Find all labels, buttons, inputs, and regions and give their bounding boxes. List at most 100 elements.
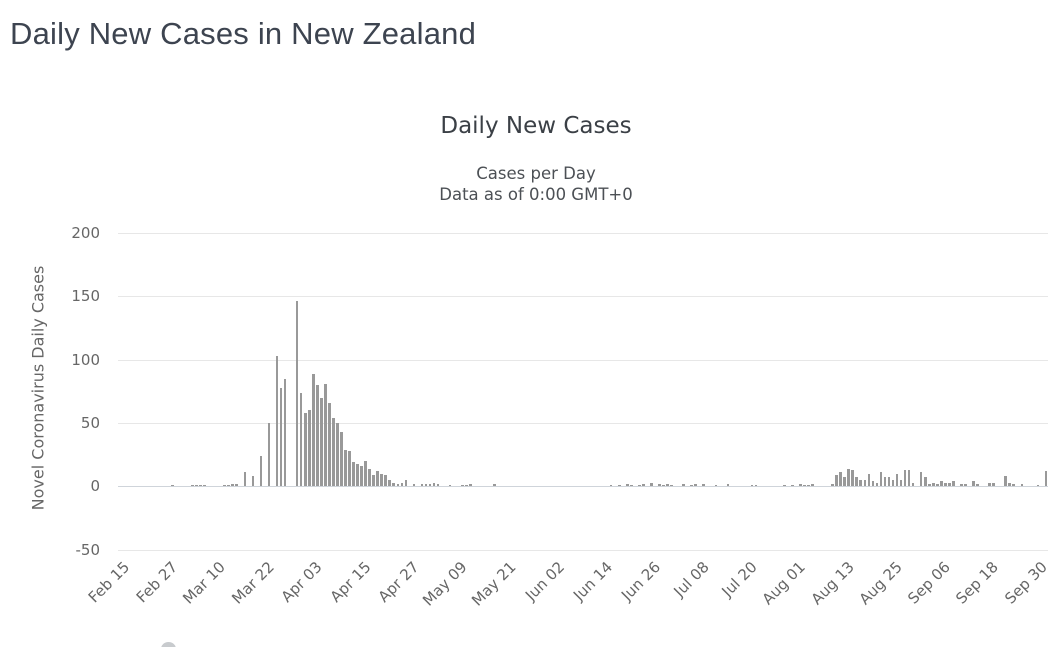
daily-cases-bar[interactable] (799, 483, 802, 487)
daily-cases-bar[interactable] (311, 373, 315, 487)
daily-cases-bar[interactable] (380, 473, 383, 487)
daily-cases-bar[interactable] (360, 466, 363, 487)
daily-cases-bar[interactable] (376, 471, 379, 487)
daily-cases-bar[interactable] (952, 481, 955, 487)
daily-cases-bar[interactable] (396, 483, 400, 487)
daily-cases-bar[interactable] (223, 485, 226, 487)
daily-cases-bar[interactable] (726, 483, 730, 487)
daily-cases-bar[interactable] (199, 485, 202, 487)
daily-cases-bar[interactable] (940, 481, 943, 487)
daily-cases-bar[interactable] (903, 469, 907, 487)
daily-cases-bar[interactable] (348, 450, 351, 487)
daily-cases-bar[interactable] (424, 483, 428, 487)
daily-cases-bar[interactable] (332, 417, 335, 487)
daily-cases-bar[interactable] (927, 483, 931, 487)
daily-cases-bar[interactable] (988, 482, 991, 487)
daily-cases-bar[interactable] (883, 477, 887, 487)
daily-cases-bar[interactable] (960, 483, 963, 487)
daily-cases-bar[interactable] (420, 483, 424, 487)
daily-cases-bar[interactable] (243, 472, 247, 487)
daily-cases-bar[interactable] (923, 477, 927, 487)
daily-cases-bar[interactable] (803, 485, 806, 487)
daily-cases-bar[interactable] (847, 468, 850, 487)
daily-cases-bar[interactable] (867, 473, 871, 487)
daily-cases-bar[interactable] (295, 301, 299, 487)
daily-cases-bar[interactable] (964, 483, 967, 487)
daily-cases-bar[interactable] (384, 474, 388, 487)
daily-cases-bar[interactable] (432, 482, 436, 487)
daily-cases-bar[interactable] (344, 449, 347, 487)
daily-cases-bar[interactable] (460, 485, 464, 487)
daily-cases-bar[interactable] (235, 483, 239, 487)
daily-cases-bar[interactable] (650, 482, 653, 487)
daily-cases-bar[interactable] (251, 476, 255, 487)
daily-cases-bar[interactable] (464, 485, 468, 487)
daily-cases-bar[interactable] (307, 410, 311, 487)
daily-cases-bar[interactable] (195, 485, 198, 487)
daily-cases-bar[interactable] (702, 483, 706, 487)
daily-cases-bar[interactable] (191, 485, 194, 487)
daily-cases-bar[interactable] (662, 485, 665, 487)
daily-cases-bar[interactable] (835, 474, 838, 487)
daily-cases-bar[interactable] (630, 485, 633, 487)
daily-cases-bar[interactable] (617, 485, 621, 487)
daily-cases-bar[interactable] (315, 385, 319, 487)
daily-cases-bar[interactable] (320, 397, 323, 487)
daily-cases-bar[interactable] (851, 469, 855, 487)
daily-cases-bar[interactable] (907, 469, 911, 487)
daily-cases-bar[interactable] (875, 482, 879, 487)
daily-cases-bar[interactable] (831, 483, 834, 487)
daily-cases-bar[interactable] (871, 481, 875, 487)
daily-cases-bar[interactable] (400, 482, 404, 487)
daily-cases-bar[interactable] (324, 383, 327, 487)
daily-cases-bar[interactable] (948, 482, 951, 487)
daily-cases-bar[interactable] (283, 378, 287, 487)
daily-cases-bar[interactable] (891, 479, 895, 487)
daily-cases-bar[interactable] (807, 485, 810, 487)
daily-cases-bar[interactable] (1012, 483, 1016, 487)
daily-cases-bar[interactable] (171, 485, 174, 487)
daily-cases-bar[interactable] (972, 481, 975, 487)
daily-cases-bar[interactable] (1008, 482, 1012, 487)
daily-cases-bar[interactable] (843, 477, 846, 487)
daily-cases-bar[interactable] (919, 472, 923, 487)
daily-cases-bar[interactable] (436, 483, 440, 487)
daily-cases-bar[interactable] (931, 482, 935, 487)
daily-cases-bar[interactable] (895, 473, 899, 487)
daily-cases-bar[interactable] (666, 483, 669, 487)
daily-cases-bar[interactable] (935, 483, 939, 487)
daily-cases-bar[interactable] (340, 431, 343, 487)
daily-cases-bar[interactable] (328, 402, 331, 487)
daily-cases-bar[interactable] (609, 485, 613, 487)
daily-cases-bar[interactable] (642, 483, 645, 487)
daily-cases-bar[interactable] (412, 483, 416, 487)
daily-cases-bar[interactable] (911, 482, 915, 487)
daily-cases-bar[interactable] (404, 479, 408, 487)
daily-cases-bar[interactable] (468, 483, 472, 487)
daily-cases-bar[interactable] (372, 474, 375, 487)
daily-cases-bar[interactable] (1004, 476, 1008, 487)
daily-cases-bar[interactable] (364, 460, 367, 487)
daily-cases-bar[interactable] (1044, 471, 1048, 487)
daily-cases-bar[interactable] (203, 485, 206, 487)
daily-cases-bar[interactable] (690, 485, 693, 487)
daily-cases-bar[interactable] (388, 479, 392, 487)
daily-cases-bar[interactable] (448, 485, 452, 487)
daily-cases-bar[interactable] (428, 483, 432, 487)
daily-cases-bar[interactable] (682, 483, 685, 487)
daily-cases-bar[interactable] (811, 483, 814, 487)
daily-cases-bar[interactable] (303, 412, 307, 487)
daily-cases-bar[interactable] (267, 423, 271, 487)
daily-cases-bar[interactable] (879, 472, 883, 487)
daily-cases-bar[interactable] (976, 483, 979, 487)
daily-cases-bar[interactable] (944, 482, 947, 487)
daily-cases-bar[interactable] (855, 477, 859, 487)
daily-cases-bar[interactable] (299, 392, 303, 487)
daily-cases-bar[interactable] (887, 477, 891, 487)
daily-cases-bar[interactable] (638, 485, 641, 487)
daily-cases-bar[interactable] (658, 483, 661, 487)
daily-cases-bar[interactable] (279, 387, 283, 487)
daily-cases-bar[interactable] (352, 462, 355, 487)
daily-cases-bar[interactable] (714, 485, 718, 487)
daily-cases-bar[interactable] (368, 468, 371, 487)
